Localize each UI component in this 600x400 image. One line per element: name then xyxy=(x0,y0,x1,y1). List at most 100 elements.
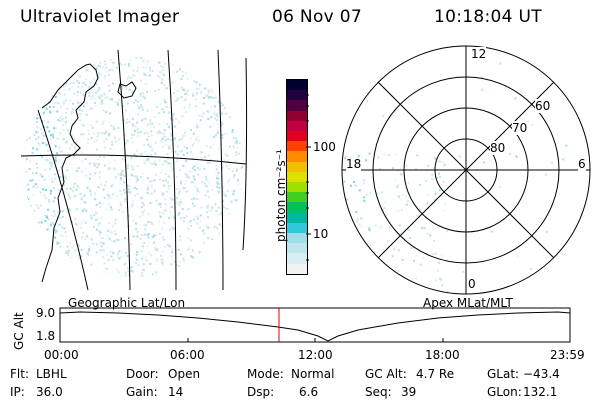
speckle-dot xyxy=(179,260,182,263)
speckle-dot xyxy=(160,258,163,261)
speckle-dot xyxy=(174,118,177,120)
speckle-dot xyxy=(53,224,56,226)
speckle-dot xyxy=(98,222,101,225)
speckle-dot xyxy=(190,129,192,131)
speckle-dot xyxy=(53,214,56,217)
speckle-dot xyxy=(23,180,25,183)
speckle-dot xyxy=(194,184,197,187)
speckle-dot xyxy=(233,189,236,192)
speckle-dot xyxy=(141,245,144,248)
speckle-dot xyxy=(43,119,46,122)
speckle-dot xyxy=(237,179,239,182)
speckle-dot xyxy=(47,160,50,162)
speckle-dot xyxy=(147,236,150,239)
speckle-dot xyxy=(220,101,223,104)
speckle-dot xyxy=(183,172,186,175)
speckle-dot xyxy=(143,224,146,227)
speckle-dot xyxy=(149,278,151,280)
speckle-dot xyxy=(167,77,170,80)
speckle-dot xyxy=(368,152,371,155)
speckle-dot xyxy=(160,259,163,262)
speckle-dot xyxy=(223,133,226,135)
speckle-dot xyxy=(114,101,117,104)
speckle-dot xyxy=(154,160,156,163)
speckle-dot xyxy=(436,176,439,179)
speckle-dot xyxy=(71,144,73,147)
speckle-dot xyxy=(442,161,445,164)
speckle-dot xyxy=(193,177,196,179)
speckle-dot xyxy=(144,233,146,236)
speckle-dot xyxy=(143,242,146,244)
speckle-dot xyxy=(33,209,36,212)
speckle-dot xyxy=(236,167,239,170)
speckle-dot xyxy=(235,142,238,145)
speckle-dot xyxy=(140,250,143,253)
speckle-dot xyxy=(63,84,66,87)
speckle-dot xyxy=(80,133,83,136)
speckle-dot xyxy=(480,76,483,78)
speckle-dot xyxy=(90,193,92,196)
speckle-dot xyxy=(158,220,161,223)
speckle-dot xyxy=(25,171,28,173)
time-label: 10:18:04 UT xyxy=(434,7,542,27)
polar-emission-speckle xyxy=(343,62,582,294)
speckle-dot xyxy=(174,100,177,103)
gc-alt-label: GC Alt: xyxy=(365,367,407,381)
speckle-dot xyxy=(396,209,399,212)
speckle-dot xyxy=(422,257,425,259)
speckle-dot xyxy=(124,142,127,145)
speckle-dot xyxy=(98,170,101,173)
speckle-dot xyxy=(39,127,42,130)
speckle-dot xyxy=(216,183,219,185)
speckle-dot xyxy=(148,233,151,236)
speckle-dot xyxy=(133,153,136,156)
speckle-dot xyxy=(48,130,51,133)
speckle-dot xyxy=(99,249,102,252)
gc-alt-tick-1-8: 1.8 xyxy=(36,329,56,343)
speckle-dot xyxy=(116,238,119,241)
speckle-dot xyxy=(156,259,159,262)
speckle-dot xyxy=(143,269,146,272)
speckle-dot xyxy=(35,204,38,207)
speckle-dot xyxy=(98,72,101,75)
speckle-dot xyxy=(170,169,173,172)
speckle-dot xyxy=(107,274,110,276)
time-tick-1200: 12:00 xyxy=(298,348,333,362)
speckle-dot xyxy=(119,190,122,192)
speckle-dot xyxy=(213,224,216,227)
speckle-dot xyxy=(169,185,172,188)
speckle-dot xyxy=(136,237,139,240)
speckle-dot xyxy=(206,207,209,209)
speckle-dot xyxy=(124,237,126,240)
speckle-dot xyxy=(111,143,114,146)
speckle-dot xyxy=(65,235,68,238)
speckle-dot xyxy=(239,137,242,140)
speckle-dot xyxy=(126,267,129,270)
speckle-dot xyxy=(197,139,200,142)
speckle-dot xyxy=(141,213,144,216)
speckle-dot xyxy=(224,194,227,197)
speckle-dot xyxy=(235,199,238,202)
speckle-dot xyxy=(232,193,235,196)
speckle-dot xyxy=(427,164,430,167)
speckle-dot xyxy=(102,271,105,274)
speckle-dot xyxy=(47,121,50,124)
speckle-dot xyxy=(113,159,116,162)
speckle-dot xyxy=(69,187,72,190)
speckle-dot xyxy=(93,164,96,167)
speckle-dot xyxy=(105,180,108,183)
speckle-dot xyxy=(34,183,37,186)
speckle-dot xyxy=(126,118,129,121)
speckle-dot xyxy=(88,190,91,193)
speckle-dot xyxy=(178,190,181,193)
speckle-dot xyxy=(44,220,47,223)
speckle-dot xyxy=(102,66,105,69)
speckle-dot xyxy=(195,124,198,127)
speckle-dot xyxy=(66,250,69,253)
speckle-dot xyxy=(174,150,177,153)
speckle-dot xyxy=(381,212,384,215)
speckle-dot xyxy=(40,221,43,224)
speckle-dot xyxy=(127,64,130,67)
speckle-dot xyxy=(54,236,57,239)
speckle-dot xyxy=(127,191,130,194)
